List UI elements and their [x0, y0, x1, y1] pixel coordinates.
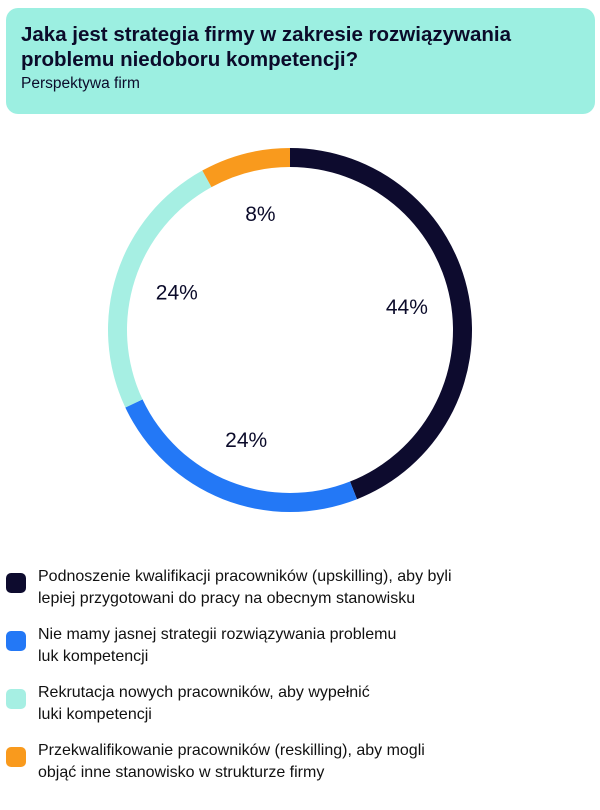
legend-item-recruitment: Rekrutacja nowych pracowników, aby wypeł… — [6, 682, 594, 726]
slice-label-upskilling: 44% — [386, 296, 428, 319]
legend-label-line: lepiej przygotowani do pracy na obecnym … — [38, 590, 416, 607]
donut-labels: 44% 24% 24% 8% — [156, 203, 428, 452]
donut-slice-recruitment — [108, 170, 212, 408]
legend-label-line: luk kompetencji — [38, 648, 149, 665]
legend-label-line: Nie mamy jasnej strategii rozwiązywania … — [38, 626, 397, 643]
donut-chart: 44% 24% 24% 8% — [108, 148, 473, 512]
header-panel: Jaka jest strategia firmy w zakresie roz… — [6, 8, 595, 114]
legend-item-no-strategy: Nie mamy jasnej strategii rozwiązywania … — [6, 624, 594, 668]
legend-swatch-upskilling — [6, 573, 26, 593]
slice-label-reskilling: 8% — [245, 203, 275, 226]
legend-swatch-recruitment — [6, 689, 26, 709]
legend-item-reskilling: Przekwalifikowanie pracowników (reskilli… — [6, 740, 594, 784]
legend-swatch-reskilling — [6, 747, 26, 767]
chart-subtitle: Perspektywa firm — [21, 75, 140, 92]
slice-label-no-strategy: 24% — [225, 429, 267, 452]
legend-label-line: Rekrutacja nowych pracowników, aby wypeł… — [38, 684, 370, 701]
donut-slice-upskilling — [290, 148, 473, 500]
legend-item-upskilling: Podnoszenie kwalifikacji pracowników (up… — [6, 566, 594, 610]
slice-label-recruitment: 24% — [156, 282, 198, 305]
legend-label-line: Podnoszenie kwalifikacji pracowników (up… — [38, 568, 452, 585]
donut-slices — [108, 148, 473, 512]
legend: Podnoszenie kwalifikacji pracowników (up… — [6, 562, 594, 784]
donut-slice-reskilling — [202, 148, 290, 188]
legend-swatch-no-strategy — [6, 631, 26, 651]
donut-slice-no-strategy — [125, 399, 357, 512]
chart-title: Jaka jest strategia firmy w zakresie roz… — [21, 23, 511, 71]
legend-label-line: objąć inne stanowisko w strukturze firmy — [38, 764, 325, 781]
legend-label-line: luki kompetencji — [38, 706, 152, 723]
legend-label-line: Przekwalifikowanie pracowników (reskilli… — [38, 742, 425, 759]
